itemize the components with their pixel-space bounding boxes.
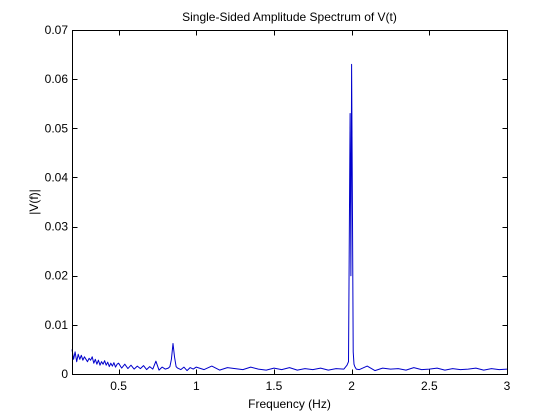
y-tick-label: 0.04 bbox=[45, 170, 69, 184]
plot-area bbox=[72, 30, 507, 374]
y-tick-label: 0.07 bbox=[45, 23, 69, 37]
y-tick-label: 0.05 bbox=[45, 121, 69, 135]
y-tick-label: 0 bbox=[61, 367, 68, 381]
x-axis-label: Frequency (Hz) bbox=[248, 397, 331, 411]
x-tick-label: 1 bbox=[193, 379, 200, 393]
y-tick-label: 0.01 bbox=[45, 318, 69, 332]
x-tick-label: 1.5 bbox=[266, 379, 283, 393]
chart-title: Single-Sided Amplitude Spectrum of V(t) bbox=[182, 10, 397, 24]
x-tick-label: 2 bbox=[348, 379, 355, 393]
y-tick-label: 0.02 bbox=[45, 269, 69, 283]
y-tick-label: 0.06 bbox=[45, 72, 69, 86]
y-tick-label: 0.03 bbox=[45, 220, 69, 234]
x-tick-label: 2.5 bbox=[421, 379, 438, 393]
x-tick-label: 3 bbox=[504, 379, 511, 393]
y-axis-label: |V(f)| bbox=[27, 189, 41, 215]
x-axis-ticks: 0.5 1 1.5 2 2.5 3 bbox=[110, 30, 511, 393]
axes-frame bbox=[72, 30, 508, 375]
series-layer bbox=[71, 63, 508, 372]
series-line-0 bbox=[71, 63, 508, 372]
x-tick-label: 0.5 bbox=[110, 379, 127, 393]
